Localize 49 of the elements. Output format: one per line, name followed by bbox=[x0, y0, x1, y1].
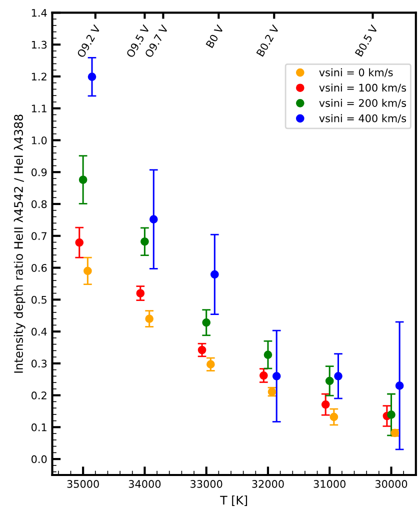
point bbox=[330, 412, 338, 422]
y-tick-label: 1.1 bbox=[32, 104, 46, 112]
point bbox=[84, 266, 92, 276]
legend-label: vsini = 200 km/s bbox=[319, 98, 406, 108]
x-tick-label: 30000 bbox=[375, 480, 408, 488]
point bbox=[325, 376, 334, 386]
y-tick-label: 0.3 bbox=[32, 360, 47, 368]
legend-label: vsini = 0 km/s bbox=[319, 68, 393, 78]
y-tick-label: 0.0 bbox=[32, 455, 47, 464]
point bbox=[321, 400, 330, 409]
y-tick-label: 0.6 bbox=[32, 264, 47, 272]
y-tick-label: 0.2 bbox=[32, 392, 46, 400]
point bbox=[334, 372, 342, 380]
point bbox=[140, 237, 149, 246]
y-tick-label: 0.1 bbox=[32, 423, 46, 432]
point bbox=[149, 215, 158, 224]
point bbox=[210, 270, 219, 279]
x-tick-label: 32000 bbox=[252, 480, 284, 488]
y-axis-title: Intensity depth ratio HeII λ4542 / HeI λ4388 bbox=[14, 114, 26, 373]
point bbox=[202, 318, 211, 327]
point bbox=[75, 238, 84, 247]
point bbox=[145, 314, 154, 323]
point bbox=[136, 289, 145, 298]
point bbox=[264, 350, 272, 359]
legend-label: vsini = 100 km/s bbox=[319, 84, 406, 92]
point bbox=[88, 72, 96, 81]
point bbox=[260, 371, 268, 380]
point bbox=[395, 382, 404, 390]
y-tick-label: 0.8 bbox=[32, 200, 47, 208]
point bbox=[387, 410, 396, 419]
x-axis-title: T [K] bbox=[220, 495, 248, 506]
point bbox=[206, 360, 215, 369]
y-tick-label: 1.0 bbox=[32, 136, 47, 144]
y-tick-label: 0.5 bbox=[32, 296, 46, 304]
legend-label: vsini = 400 km/s bbox=[319, 114, 406, 124]
x-tick-label: 35000 bbox=[67, 480, 99, 488]
point bbox=[78, 176, 88, 184]
y-tick-label: 1.4 bbox=[32, 9, 47, 17]
y-tick-label: 0.7 bbox=[32, 232, 46, 240]
y-tick-label: 0.9 bbox=[32, 168, 47, 176]
point bbox=[198, 346, 206, 354]
y-tick-label: 0.4 bbox=[32, 328, 47, 336]
x-tick-label: 33000 bbox=[190, 480, 222, 488]
y-tick-label: 1.3 bbox=[32, 40, 47, 49]
y-tick-label: 1.2 bbox=[32, 72, 46, 80]
x-tick-label: 31000 bbox=[314, 480, 346, 488]
point bbox=[272, 372, 281, 380]
x-tick-label: 34000 bbox=[128, 480, 161, 488]
ref-line-label: B0 V bbox=[206, 24, 224, 48]
